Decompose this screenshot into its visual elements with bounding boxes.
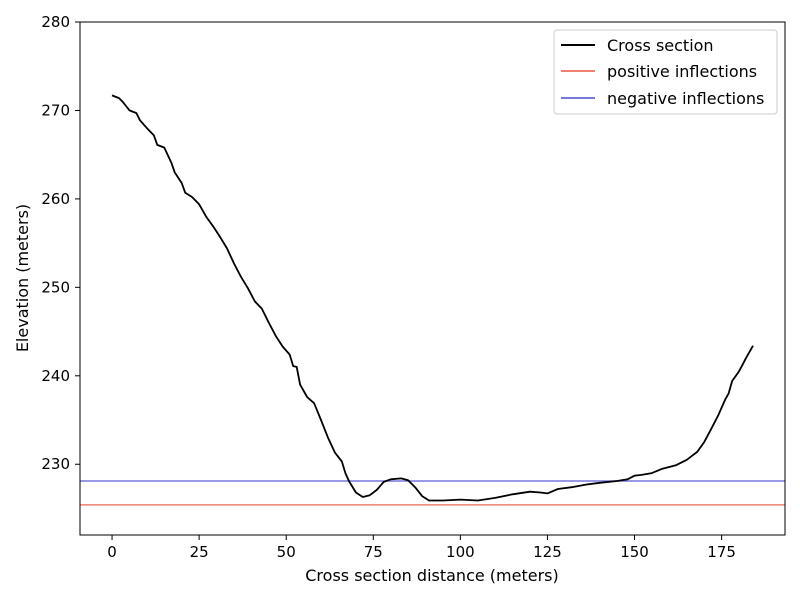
y-axis: 230 240 250 260 270 280	[41, 13, 80, 473]
inflection-lines	[80, 480, 785, 506]
x-tick-label: 0	[107, 543, 117, 561]
x-tick-label: 25	[190, 543, 209, 561]
cross-section-line	[111, 94, 754, 502]
x-tick-label: 150	[620, 543, 649, 561]
y-tick-label: 250	[41, 278, 70, 296]
legend-box	[553, 29, 778, 115]
x-tick-label: 100	[446, 543, 475, 561]
x-tick-label: 175	[707, 543, 736, 561]
x-axis-label: Cross section distance (meters)	[305, 566, 558, 585]
legend-label-positive-inflections: positive inflections	[607, 62, 757, 81]
y-axis-label: Elevation (meters)	[13, 204, 32, 352]
legend: Cross section positive inflections negat…	[553, 29, 778, 115]
y-tick-label: 270	[41, 101, 70, 119]
x-tick-label: 125	[533, 543, 562, 561]
legend-label-negative-inflections: negative inflections	[607, 89, 764, 108]
legend-label-cross-section: Cross section	[607, 36, 714, 55]
y-tick-label: 280	[41, 13, 70, 31]
y-tick-label: 260	[41, 190, 70, 208]
series-lines	[111, 94, 754, 502]
plot-frame	[79, 21, 786, 536]
x-tick-label: 75	[364, 543, 383, 561]
x-tick-label: 50	[277, 543, 296, 561]
x-axis: 0 25 50 75 100 125 150 175	[107, 535, 736, 561]
y-tick-label: 240	[41, 367, 70, 385]
y-tick-label: 230	[41, 455, 70, 473]
